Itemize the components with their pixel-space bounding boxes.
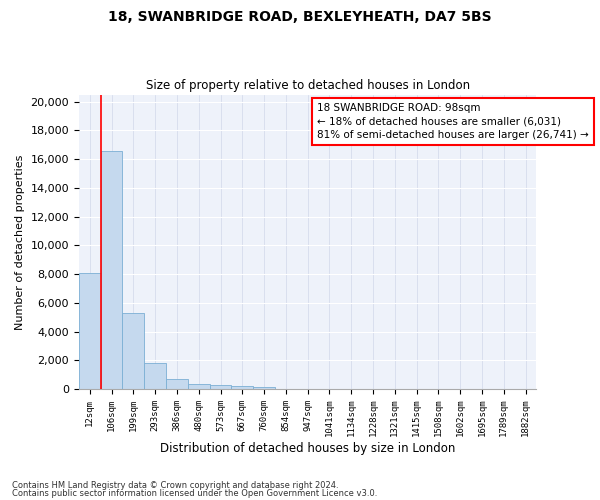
Bar [232,386,253,389]
Bar [144,362,166,389]
Bar [101,150,122,389]
Bar [188,384,209,389]
Text: Contains public sector information licensed under the Open Government Licence v3: Contains public sector information licen… [12,488,377,498]
Title: Size of property relative to detached houses in London: Size of property relative to detached ho… [146,79,470,92]
Bar [209,385,232,389]
Text: Contains HM Land Registry data © Crown copyright and database right 2024.: Contains HM Land Registry data © Crown c… [12,481,338,490]
Bar [253,387,275,389]
Text: 18, SWANBRIDGE ROAD, BEXLEYHEATH, DA7 5BS: 18, SWANBRIDGE ROAD, BEXLEYHEATH, DA7 5B… [108,10,492,24]
Y-axis label: Number of detached properties: Number of detached properties [15,154,25,330]
Text: 18 SWANBRIDGE ROAD: 98sqm
← 18% of detached houses are smaller (6,031)
81% of se: 18 SWANBRIDGE ROAD: 98sqm ← 18% of detac… [317,104,589,140]
Bar [79,272,101,389]
Bar [166,379,188,389]
Bar [122,313,144,389]
X-axis label: Distribution of detached houses by size in London: Distribution of detached houses by size … [160,442,455,455]
